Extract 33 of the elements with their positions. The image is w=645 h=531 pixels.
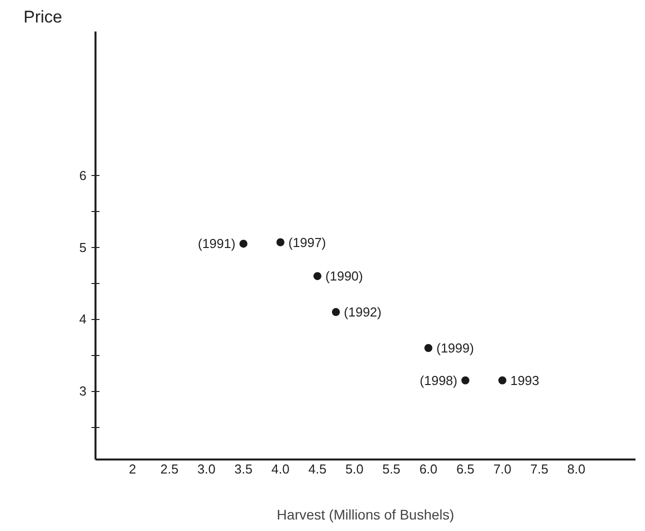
- point: [313, 272, 322, 280]
- annotation: (1990): [325, 268, 363, 284]
- annotation: (1997): [288, 234, 326, 250]
- x-axis-title: Harvest (Millions of Bushels): [276, 506, 454, 522]
- x-tick-label: 8.0: [567, 462, 586, 476]
- x-tick-label: 7.0: [493, 462, 512, 476]
- y-tick-label: 4: [79, 312, 87, 327]
- y-tick-label: 6: [79, 168, 87, 183]
- y-axis-title: Price: [24, 8, 62, 26]
- point: [498, 376, 506, 384]
- x-tick-label: 7.5: [530, 462, 548, 476]
- x-tick-label: 6.5: [456, 462, 474, 476]
- x-tick-label: 4.5: [308, 462, 326, 476]
- point: [424, 344, 432, 352]
- y-tick-label: 3: [79, 384, 87, 399]
- x-tick-label: 4.0: [271, 462, 290, 476]
- x-tick-label: 2: [128, 462, 136, 476]
- point: [332, 308, 340, 316]
- x-tick-label: 2.5: [160, 462, 179, 476]
- point: [239, 240, 248, 248]
- x-tick-label: 6.0: [419, 462, 438, 476]
- annotation: (1998): [420, 372, 458, 388]
- annotation: (1992): [344, 304, 382, 320]
- y-tick-label: 5: [79, 240, 87, 255]
- annotation: 1993: [510, 372, 540, 388]
- x-tick-label: 3.0: [197, 462, 216, 476]
- point: [461, 376, 470, 384]
- x-tick-label: 3.5: [234, 462, 252, 476]
- x-tick-label: 5.5: [382, 462, 400, 476]
- annotation: (1991): [198, 236, 236, 252]
- annotation: (1999): [436, 340, 474, 356]
- point: [276, 238, 284, 246]
- x-tick-label: 5.0: [345, 462, 364, 476]
